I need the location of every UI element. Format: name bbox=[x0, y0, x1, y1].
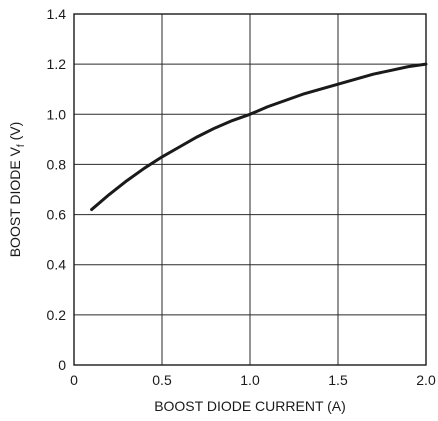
y-axis-title: BOOST DIODE Vf (V) bbox=[7, 122, 27, 258]
y-tick-label: 0.8 bbox=[47, 156, 67, 172]
y-tick-label: 0.6 bbox=[47, 207, 67, 223]
x-tick-label: 2.0 bbox=[416, 372, 436, 388]
y-tick-label: 0 bbox=[58, 357, 66, 373]
x-tick-label: 1.5 bbox=[328, 372, 348, 388]
x-tick-label: 0 bbox=[70, 372, 78, 388]
y-axis-title-main: BOOST DIODE V bbox=[7, 146, 23, 257]
x-tick-label: 1.0 bbox=[240, 372, 260, 388]
y-tick-label: 0.4 bbox=[47, 257, 67, 273]
x-axis-title: BOOST DIODE CURRENT (A) bbox=[154, 398, 346, 414]
y-tick-label: 1.0 bbox=[47, 106, 67, 122]
y-axis-title-subscript: f bbox=[16, 144, 27, 147]
y-tick-label: 0.2 bbox=[47, 307, 67, 323]
x-tick-label: 0.5 bbox=[152, 372, 172, 388]
y-tick-labels: 0 0.2 0.4 0.6 0.8 1.0 1.2 1.4 bbox=[47, 6, 67, 373]
y-tick-label: 1.2 bbox=[47, 56, 67, 72]
y-axis-title-unit: (V) bbox=[7, 122, 23, 145]
series-line bbox=[90, 62, 428, 212]
x-tick-labels: 0 0.5 1.0 1.5 2.0 bbox=[70, 372, 436, 388]
grid-lines bbox=[74, 14, 426, 365]
plot-frame bbox=[73, 13, 427, 366]
y-tick-label: 1.4 bbox=[47, 6, 67, 22]
